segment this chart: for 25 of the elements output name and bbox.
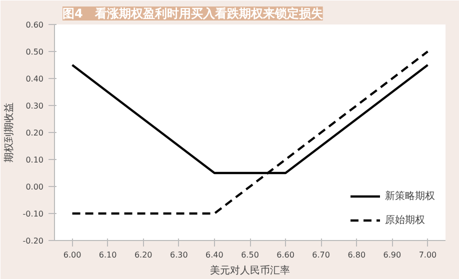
x-tick-label: 6.40 [206,250,224,260]
x-tick-label: 6.60 [276,250,294,260]
x-tick-label: 6.80 [348,250,366,260]
y-tick-label: 0.30 [26,102,44,110]
x-tick-label: 6.20 [134,250,152,260]
y-tick-label: 0.20 [26,128,44,138]
x-tick-label: 6.90 [383,250,402,260]
x-tick-label: 6.00 [63,250,82,260]
y-tick-label: 0.60 [26,20,44,30]
y-tick-label: -0.20 [22,236,44,246]
chart-title: 图4 看涨期权盈利时用买入看跌期权来锁定损失 [62,6,324,20]
x-tick-label: 7.00 [418,250,437,260]
y-axis-title: 期权到期收益 [2,102,15,162]
y-tick-label: 0.00 [26,182,44,192]
x-tick-label: 6.50 [241,250,259,260]
x-tick-label: 6.10 [98,250,117,260]
x-tick-label: 6.30 [170,250,188,260]
x-tick-label: 6.70 [312,250,330,260]
y-tick-label: 0.40 [26,74,44,84]
y-tick-label: 0.50 [26,48,44,56]
legend-label: 原始期权 [385,214,425,227]
legend-label: 新策略期权 [385,190,435,203]
x-axis-title: 美元对人民币汇率 [210,264,290,276]
y-tick-label: -0.10 [22,210,44,218]
y-tick-label: 0.10 [26,156,44,164]
